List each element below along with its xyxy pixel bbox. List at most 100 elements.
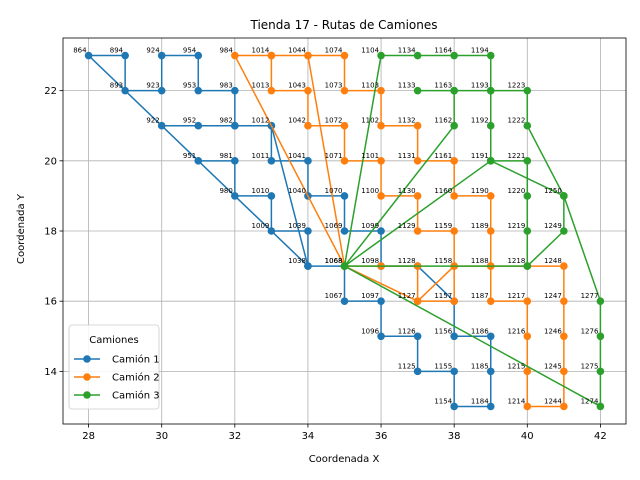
data-point	[596, 332, 605, 341]
point-label: 893	[110, 82, 123, 90]
point-label: 1069	[325, 222, 343, 230]
point-label: 1156	[434, 327, 452, 335]
point-label: 1009	[252, 222, 270, 230]
point-label: 923	[146, 82, 159, 90]
point-label: 984	[219, 47, 233, 55]
point-label: 1038	[288, 257, 306, 265]
point-label: 1274	[581, 397, 599, 405]
point-labels: 864 894 924 954 984 1014 1044 1074 1104 1134 1164 1…	[73, 47, 599, 406]
data-point	[413, 332, 422, 341]
legend-label: Camión 2	[112, 372, 160, 384]
data-point	[157, 121, 166, 130]
y-tick-label: 20	[44, 156, 57, 167]
point-label: 1214	[507, 397, 525, 405]
point-label: 1221	[507, 152, 525, 160]
data-point	[157, 86, 166, 95]
data-point	[450, 402, 458, 411]
point-label: 1068	[325, 257, 343, 265]
data-point	[304, 262, 312, 270]
point-label: 980	[219, 187, 232, 195]
legend-box	[68, 324, 160, 410]
point-label: 1249	[544, 222, 562, 230]
point-label: 1011	[252, 152, 270, 160]
data-point	[523, 332, 532, 341]
data-point	[340, 192, 349, 200]
data-point	[340, 51, 349, 60]
point-label: 1185	[471, 362, 489, 370]
point-label: 1250	[544, 187, 562, 195]
point-label: 922	[146, 117, 159, 125]
series-group	[84, 51, 605, 411]
data-point	[121, 86, 129, 95]
data-point	[486, 332, 495, 341]
data-point	[267, 86, 276, 95]
data-point	[523, 121, 532, 130]
data-point	[194, 51, 203, 60]
x-tick-label: 30	[155, 431, 168, 442]
data-point	[194, 157, 203, 165]
data-point	[304, 121, 312, 130]
point-label: 1155	[434, 362, 452, 370]
point-label: 1223	[507, 82, 525, 90]
point-label: 1192	[471, 117, 489, 125]
data-point	[596, 367, 605, 376]
data-point	[267, 51, 276, 60]
point-label: 1071	[325, 152, 343, 160]
data-point	[413, 227, 422, 235]
point-label: 1222	[507, 117, 525, 125]
data-point	[413, 157, 422, 165]
point-label: 981	[219, 152, 232, 160]
data-point	[450, 121, 458, 130]
data-point	[450, 297, 458, 305]
point-label: 1159	[434, 222, 452, 230]
point-label: 1098	[361, 257, 379, 265]
point-label: 1039	[288, 222, 306, 230]
legend-entry: Camión 3	[74, 390, 160, 402]
data-point	[340, 262, 349, 270]
point-label: 1042	[288, 117, 306, 125]
data-point	[231, 192, 239, 200]
point-label: 1128	[398, 257, 416, 265]
legend-entry: Camión 1	[74, 354, 160, 366]
point-label: 1127	[398, 292, 416, 300]
point-label: 952	[183, 117, 196, 125]
series-line	[87, 54, 492, 408]
data-point	[340, 86, 349, 95]
point-label: 1163	[434, 82, 452, 90]
point-label: 1247	[544, 292, 562, 300]
data-point	[231, 157, 239, 165]
y-tick-label: 18	[44, 227, 57, 238]
point-label: 983	[219, 82, 232, 90]
data-point	[413, 297, 422, 305]
point-label: 1132	[398, 117, 416, 125]
point-label: 1104	[361, 47, 379, 55]
data-point	[486, 51, 495, 60]
point-label: 1012	[252, 117, 270, 125]
point-label: 951	[183, 152, 196, 160]
data-point	[523, 192, 532, 200]
point-label: 1100	[361, 187, 379, 195]
data-point	[377, 157, 385, 165]
data-point	[523, 157, 532, 165]
point-label: 1245	[544, 362, 562, 370]
data-point	[523, 297, 532, 305]
point-label: 1014	[252, 47, 270, 55]
data-point	[486, 402, 495, 411]
data-point	[304, 157, 312, 165]
point-label: 1190	[471, 187, 489, 195]
data-point	[523, 367, 532, 376]
data-point	[450, 157, 458, 165]
data-point	[377, 51, 385, 60]
data-point	[304, 227, 312, 235]
point-label: 1154	[434, 397, 452, 405]
data-point	[486, 192, 495, 200]
point-label: 1246	[544, 327, 562, 335]
data-point	[231, 51, 239, 60]
point-label: 1099	[361, 222, 379, 230]
data-point	[267, 192, 276, 200]
point-label: 1070	[325, 187, 343, 195]
point-label: 1102	[361, 117, 379, 125]
data-point	[560, 192, 568, 200]
x-tick-label: 34	[302, 431, 315, 442]
